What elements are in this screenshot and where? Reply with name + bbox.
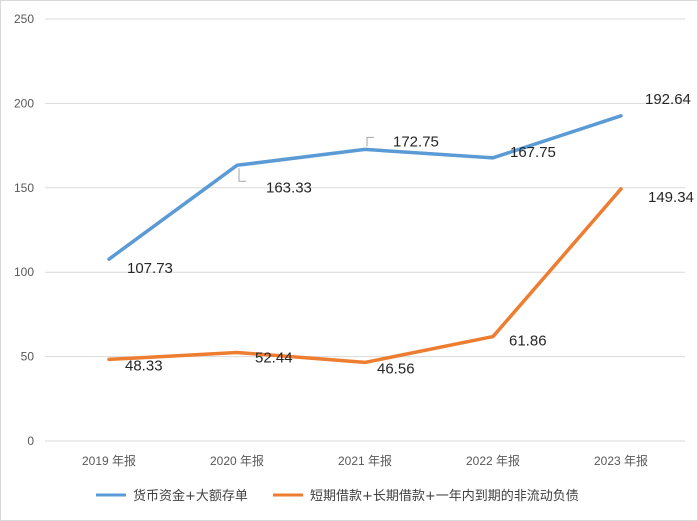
data-label: 172.75 [393, 133, 439, 150]
y-axis-ticks: 0 50 100 150 200 250 [14, 12, 34, 448]
label-leader-lines [238, 136, 374, 182]
x-tick-label: 2022 年报 [466, 453, 520, 468]
legend: 货币资金+大额存单 短期借款+长期借款+一年内到期的非流动负债 [96, 488, 579, 504]
data-label: 149.34 [648, 189, 694, 206]
y-tick-label: 200 [14, 96, 34, 110]
data-label: 46.56 [377, 360, 415, 377]
data-label: 163.33 [266, 179, 312, 196]
x-axis-ticks: 2019 年报 2020 年报 2021 年报 2022 年报 2023 年报 [82, 453, 648, 468]
y-tick-label: 100 [14, 265, 34, 279]
x-tick-label: 2021 年报 [338, 453, 392, 468]
leader-line [366, 136, 374, 147]
leader-line [238, 168, 246, 182]
data-label: 167.75 [510, 144, 556, 161]
x-tick-label: 2019 年报 [82, 453, 136, 468]
y-tick-label: 150 [14, 181, 34, 195]
y-tick-label: 50 [21, 350, 35, 364]
y-tick-label: 250 [14, 12, 34, 26]
data-label: 52.44 [255, 349, 293, 366]
series-line-2 [107, 187, 623, 365]
data-label: 61.86 [509, 333, 547, 350]
series-line-1 [107, 114, 623, 261]
x-tick-label: 2023 年报 [594, 453, 648, 468]
legend-label-series-2: 短期借款+长期借款+一年内到期的非流动负债 [310, 488, 579, 504]
data-label: 107.73 [127, 260, 173, 277]
legend-label-series-1: 货币资金+大额存单 [133, 488, 248, 504]
series-lines [107, 114, 623, 365]
data-labels: 107.73 163.33 172.75 167.75 192.64 48.33 52.44… [125, 91, 694, 378]
x-tick-label: 2020 年报 [210, 453, 264, 468]
data-label: 48.33 [125, 357, 163, 374]
data-label: 192.64 [645, 91, 691, 108]
y-tick-label: 0 [27, 434, 34, 448]
